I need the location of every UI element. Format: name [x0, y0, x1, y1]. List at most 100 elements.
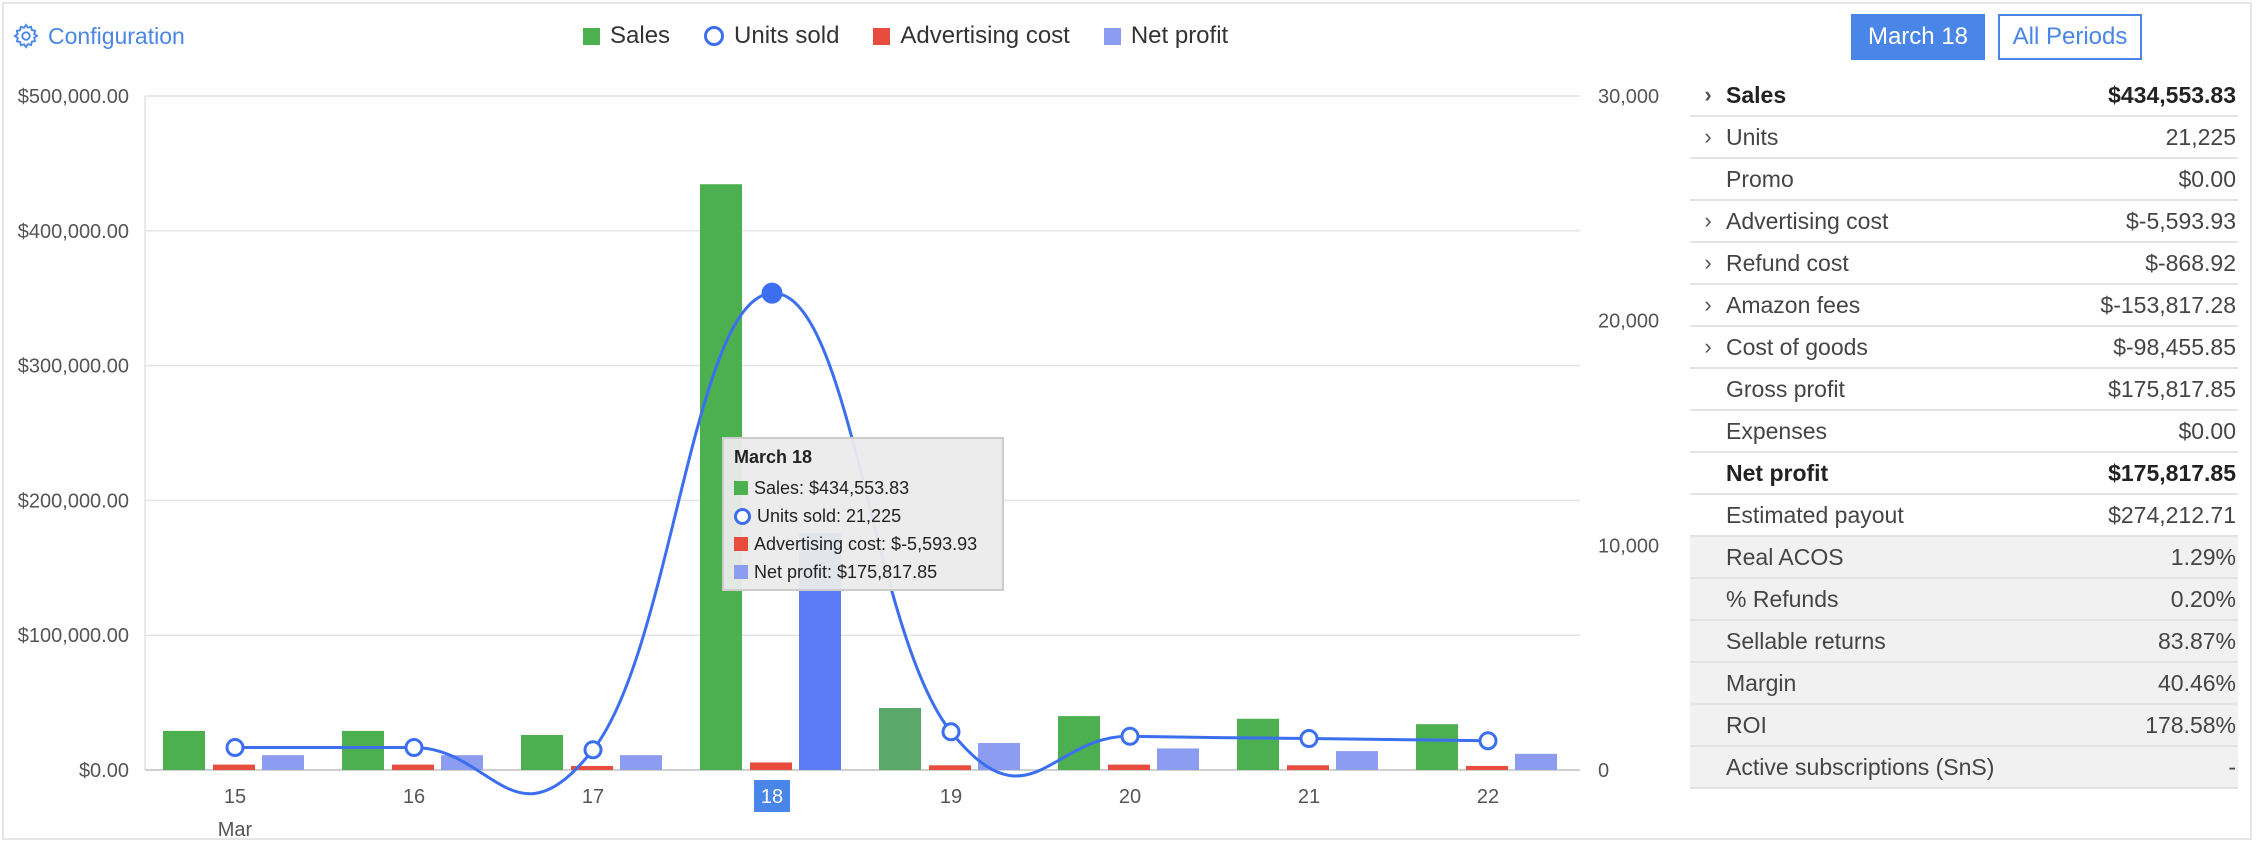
- bar-net-profit-21: [1336, 751, 1378, 770]
- x-tick-label-21: 21: [1298, 786, 1320, 808]
- chevron-right-icon: ›: [1704, 250, 1712, 275]
- summary-row-active-subscriptions-sns: Active subscriptions (SnS) -: [1690, 747, 2238, 789]
- summary-row-units[interactable]: › Units 21,225: [1690, 117, 2238, 159]
- x-tick-label-15: 15: [224, 786, 246, 808]
- summary-value: $274,212.71: [2108, 501, 2236, 528]
- summary-row-expenses: Expenses $0.00: [1690, 411, 2238, 453]
- units-sold-point-16: [404, 738, 424, 758]
- summary-label: Sellable returns: [1726, 627, 1886, 654]
- summary-value: $-868.92: [2145, 249, 2236, 276]
- y-right-tick-label: 20,000: [1598, 311, 1659, 333]
- y-left-tick-label: $400,000.00: [18, 221, 129, 243]
- summary-row-gross-profit: Gross profit $175,817.85: [1690, 369, 2238, 411]
- tooltip-swatch-net-profit: [734, 565, 748, 579]
- tooltip-text-units-sold: Units sold: 21,225: [757, 505, 902, 526]
- units-sold-point-15: [225, 738, 245, 758]
- legend-label-sales: Sales: [610, 22, 671, 49]
- y-left-tick-label: $500,000.00: [18, 86, 129, 108]
- y-left-tick-label: $300,000.00: [18, 356, 129, 378]
- summary-label: Units: [1726, 123, 1779, 150]
- configuration-link[interactable]: Configuration: [12, 22, 185, 50]
- y-right-tick-label: 0: [1598, 760, 1609, 782]
- y-left-tick-label: $0.00: [79, 760, 129, 782]
- summary-label: Net profit: [1726, 459, 1829, 486]
- summary-label: Promo: [1726, 165, 1794, 192]
- y-left-tick-label: $100,000.00: [18, 625, 129, 647]
- legend-item-net-profit[interactable]: Net profit: [1103, 22, 1229, 50]
- tooltip-text-advertising-cost: Advertising cost: $-5,593.93: [754, 533, 978, 554]
- all-periods-button[interactable]: All Periods: [1998, 14, 2142, 60]
- bar-net-profit-22: [1515, 753, 1557, 770]
- summary-row-cost-of-goods[interactable]: › Cost of goods $-98,455.85: [1690, 327, 2238, 369]
- summary-row-sellable-returns: Sellable returns 83.87%: [1690, 621, 2238, 663]
- summary-value: 0.20%: [2170, 585, 2236, 612]
- bar-advertising-cost-19: [929, 765, 971, 770]
- summary-label: % Refunds: [1726, 585, 1839, 612]
- bar-net-profit-20: [1157, 748, 1199, 770]
- tooltip-swatch-sales: [734, 481, 748, 495]
- y-right-tick-label: 10,000: [1598, 535, 1659, 557]
- units-sold-line: [234, 291, 1489, 796]
- units-sold-point-20: [1120, 726, 1140, 746]
- summary-label: Advertising cost: [1726, 207, 1889, 234]
- bar-net-profit-15: [262, 755, 304, 770]
- summary-label: Active subscriptions (SnS): [1726, 753, 1995, 780]
- x-month-label: Mar: [218, 819, 253, 841]
- units-sold-point-17: [583, 740, 603, 760]
- summary-label: ROI: [1726, 711, 1767, 738]
- bar-advertising-cost-20: [1108, 764, 1150, 770]
- summary-table: › Sales $434,553.83 › Units 21,225 Promo $0.00 ›…: [1690, 75, 2238, 789]
- x-tick-label-19: 19: [940, 786, 962, 808]
- chart-legend: Sales Units sold Advertising cost Net pr…: [583, 22, 1262, 50]
- summary-label: Expenses: [1726, 417, 1828, 444]
- bar-advertising-cost-15: [213, 764, 255, 770]
- legend-swatch-net-profit: [1103, 27, 1121, 45]
- summary-label: Estimated payout: [1726, 501, 1904, 528]
- summary-row-advertising-cost[interactable]: › Advertising cost $-5,593.93: [1690, 201, 2238, 243]
- x-tick-label-18: 18: [761, 786, 783, 808]
- sales-chart: $0.00 $100,000.00 $200,000.00 $300,000.00 $4…: [18, 86, 1659, 841]
- units-sold-point-18: [761, 282, 783, 304]
- summary-row-amazon-fees[interactable]: › Amazon fees $-153,817.28: [1690, 285, 2238, 327]
- summary-row-refund-cost[interactable]: › Refund cost $-868.92: [1690, 243, 2238, 285]
- legend-label-net-profit: Net profit: [1130, 22, 1229, 49]
- chevron-right-icon: ›: [1704, 334, 1712, 359]
- bar-sales-22: [1416, 724, 1458, 770]
- summary-row-margin: Margin 40.46%: [1690, 663, 2238, 705]
- tooltip-row-advertising-cost: Advertising cost: $-5,593.93: [734, 530, 992, 558]
- bar-sales-15: [163, 730, 205, 770]
- tooltip-swatch-advertising-cost: [734, 537, 748, 551]
- y-right-tick-label: 30,000: [1598, 86, 1659, 108]
- bar-advertising-cost-17: [571, 765, 613, 770]
- bar-sales-19: [879, 707, 921, 770]
- summary-value: 21,225: [2165, 123, 2236, 150]
- summary-row-sales[interactable]: › Sales $434,553.83: [1690, 75, 2238, 117]
- summary-value: $-5,593.93: [2126, 207, 2236, 234]
- tooltip-text-sales: Sales: $434,553.83: [754, 477, 910, 498]
- legend-swatch-sales: [583, 27, 600, 45]
- summary-value: $175,817.85: [2108, 375, 2236, 402]
- summary-value: 1.29%: [2170, 543, 2236, 570]
- chevron-right-icon: ›: [1704, 82, 1712, 107]
- chevron-right-icon: ›: [1704, 124, 1712, 149]
- legend-marker-units-sold: [704, 26, 725, 46]
- x-tick-label-17: 17: [582, 786, 604, 808]
- summary-value: $434,553.83: [2108, 81, 2236, 108]
- bar-sales-16: [342, 730, 384, 770]
- period-march-18-button[interactable]: March 18: [1851, 14, 1985, 60]
- tooltip-title: March 18: [734, 447, 813, 467]
- summary-value: 40.46%: [2157, 669, 2236, 696]
- units-sold-point-22: [1478, 731, 1498, 751]
- legend-item-advertising-cost[interactable]: Advertising cost: [873, 22, 1070, 50]
- summary-label: Refund cost: [1726, 249, 1849, 276]
- bar-sales-17: [521, 734, 563, 770]
- tooltip-row-sales: Sales: $434,553.83: [734, 474, 992, 502]
- legend-label-units-sold: Units sold: [734, 22, 840, 49]
- summary-value: $0.00: [2178, 165, 2236, 192]
- x-tick-label-16: 16: [403, 786, 425, 808]
- legend-item-sales[interactable]: Sales: [583, 22, 670, 50]
- legend-item-units-sold[interactable]: Units sold: [704, 22, 839, 50]
- configuration-label: Configuration: [48, 22, 185, 49]
- gear-icon: [13, 23, 39, 49]
